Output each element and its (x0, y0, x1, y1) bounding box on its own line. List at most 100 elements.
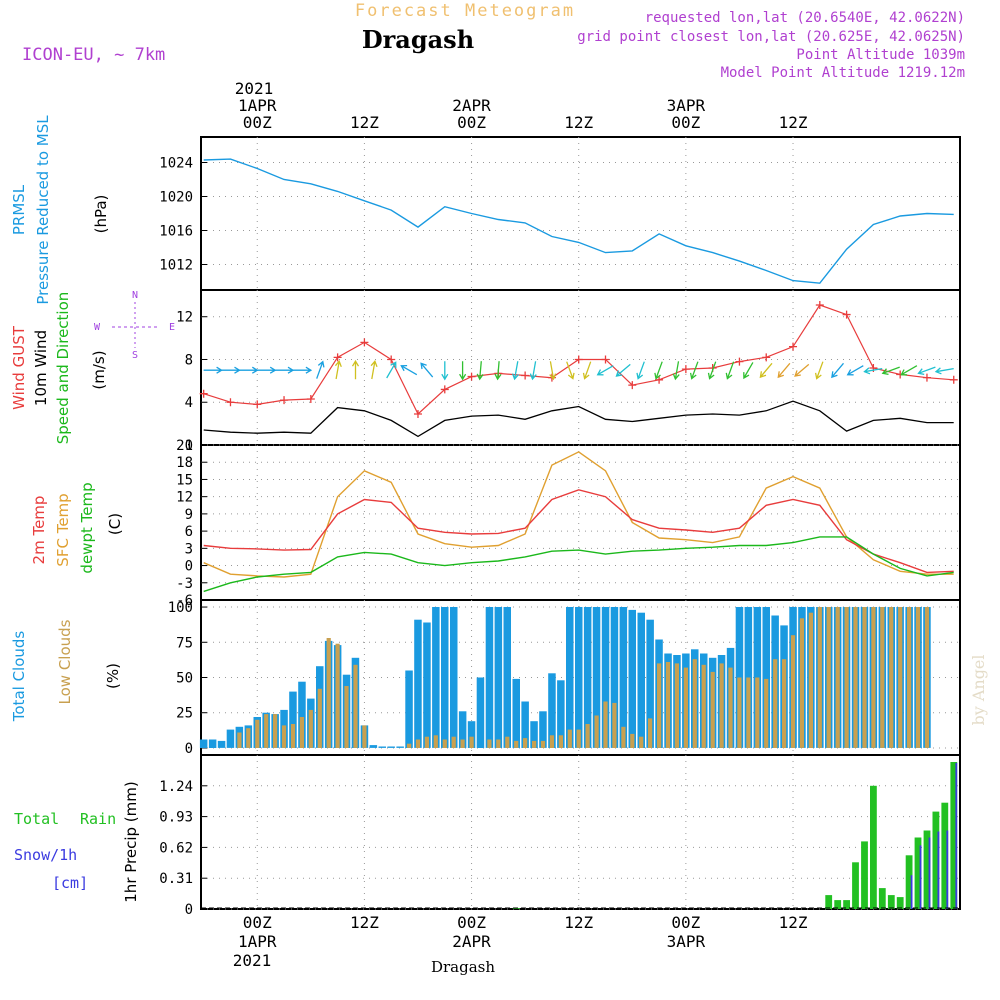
wind-ylabel-dir: Speed and Direction (54, 292, 72, 445)
wind-direction-arrow (934, 367, 954, 375)
total-cloud-bar (414, 619, 422, 748)
temp-ytick-label: 9 (185, 507, 193, 523)
total-cloud-bar (512, 678, 520, 748)
clouds-ytick-label: 50 (176, 671, 193, 687)
pressure-line (203, 158, 954, 284)
low-cloud-bar (880, 607, 885, 748)
clouds-ylabel-low: Low Clouds (56, 619, 74, 704)
gust-marker (413, 410, 422, 418)
wind-direction-arrow (863, 367, 883, 375)
low-cloud-bar (710, 671, 715, 748)
low-cloud-bar (326, 638, 331, 748)
low-cloud-bar (657, 663, 662, 748)
top-year: 2021 (235, 79, 274, 98)
low-cloud-bar (585, 724, 590, 748)
clouds-ytick-label: 75 (176, 635, 193, 651)
wind-ytick-label: 12 (176, 310, 193, 326)
gust-marker (949, 375, 958, 384)
total-cloud-bar (566, 607, 574, 748)
bottom-hour-label: 12Z (779, 913, 808, 932)
total-cloud-bar (226, 729, 235, 748)
total-cloud-bar (423, 622, 431, 748)
model-label: ICON-EU, ~ 7km (22, 45, 165, 65)
snow-bar (910, 875, 913, 909)
wind-direction-arrow (459, 361, 467, 381)
total-cloud-bar (646, 619, 654, 748)
low-cloud-bar (540, 740, 546, 748)
gust-marker (655, 375, 664, 384)
wind-direction-arrow (370, 360, 378, 380)
wind-direction-arrow (900, 365, 918, 376)
low-cloud-bar (907, 607, 912, 748)
rain-bar (843, 900, 850, 909)
bottom-date-label: 3APR (667, 932, 706, 951)
bottom-date-label: 1APR (238, 932, 277, 951)
rain-bar (905, 855, 913, 909)
dewpoint-line (203, 536, 954, 593)
rain-bar (914, 837, 922, 909)
gust-marker (387, 355, 396, 364)
snow-bar (946, 830, 949, 909)
top-hour-label: 00Z (671, 113, 700, 132)
wind-direction-arrow (476, 361, 484, 381)
top-hour-label: 00Z (457, 113, 486, 132)
low-cloud-bar (889, 607, 894, 748)
low-cloud-bar (826, 607, 831, 748)
bottom-hour-label: 12Z (564, 913, 593, 932)
temp-ylabel-dew: dewpt Temp (78, 482, 96, 573)
total-cloud-bar (432, 607, 440, 748)
wind-direction-arrow (725, 361, 735, 380)
gust-marker (253, 400, 262, 409)
total-cloud-bar (199, 739, 208, 748)
pressure-ytick-label: 1024 (159, 156, 193, 172)
pressure-frame (200, 136, 961, 291)
gust-marker (199, 389, 208, 398)
t2m-line (203, 489, 954, 574)
snow-bar (928, 837, 931, 909)
total-cloud-bar (548, 673, 556, 748)
wind-direction-arrow (846, 365, 864, 376)
total-cloud-bar (450, 607, 458, 748)
precip-ytick-label: 0.31 (159, 871, 193, 887)
wind-direction-arrow (759, 362, 773, 379)
low-cloud-bar (603, 701, 608, 748)
top-hour-label: 12Z (564, 113, 593, 132)
low-cloud-bar (924, 607, 930, 748)
wind-direction-arrow (672, 361, 680, 381)
low-cloud-bar (523, 738, 528, 748)
total-cloud-bar (467, 721, 476, 748)
low-cloud-bar (335, 643, 340, 748)
low-cloud-bar (567, 729, 572, 748)
bottom-hour-label: 00Z (671, 913, 700, 932)
wind-direction-arrow (615, 363, 631, 377)
low-cloud-bar (871, 607, 876, 748)
temp-ytick-label: 3 (185, 541, 193, 557)
temp-unit: (C) (106, 513, 124, 535)
pressure-ylabel-line1: PRMSL (10, 184, 28, 235)
snow-bar (937, 831, 940, 909)
total-cloud-bar (592, 607, 601, 748)
rain-bar (870, 785, 877, 909)
low-cloud-bar (719, 663, 724, 748)
wind-direction-arrow (636, 361, 645, 380)
total-cloud-bar (369, 745, 378, 748)
compass-w: W (94, 322, 101, 333)
rain-bar (852, 862, 859, 909)
gust-marker (601, 355, 610, 364)
low-cloud-bar (808, 612, 813, 748)
total-cloud-bar (601, 607, 610, 748)
wind-direction-arrow (707, 361, 717, 380)
total-cloud-bar (217, 740, 226, 748)
total-cloud-bar (208, 739, 217, 748)
low-cloud-bar (415, 739, 421, 748)
total-cloud-bar (557, 680, 565, 748)
low-cloud-bar (451, 736, 456, 748)
low-cloud-bar (728, 667, 733, 748)
total-cloud-bar (610, 607, 619, 748)
gust-marker (922, 373, 931, 382)
clouds-panel: 0 25 50 75 100 (168, 599, 961, 757)
low-cloud-bar (594, 715, 599, 748)
